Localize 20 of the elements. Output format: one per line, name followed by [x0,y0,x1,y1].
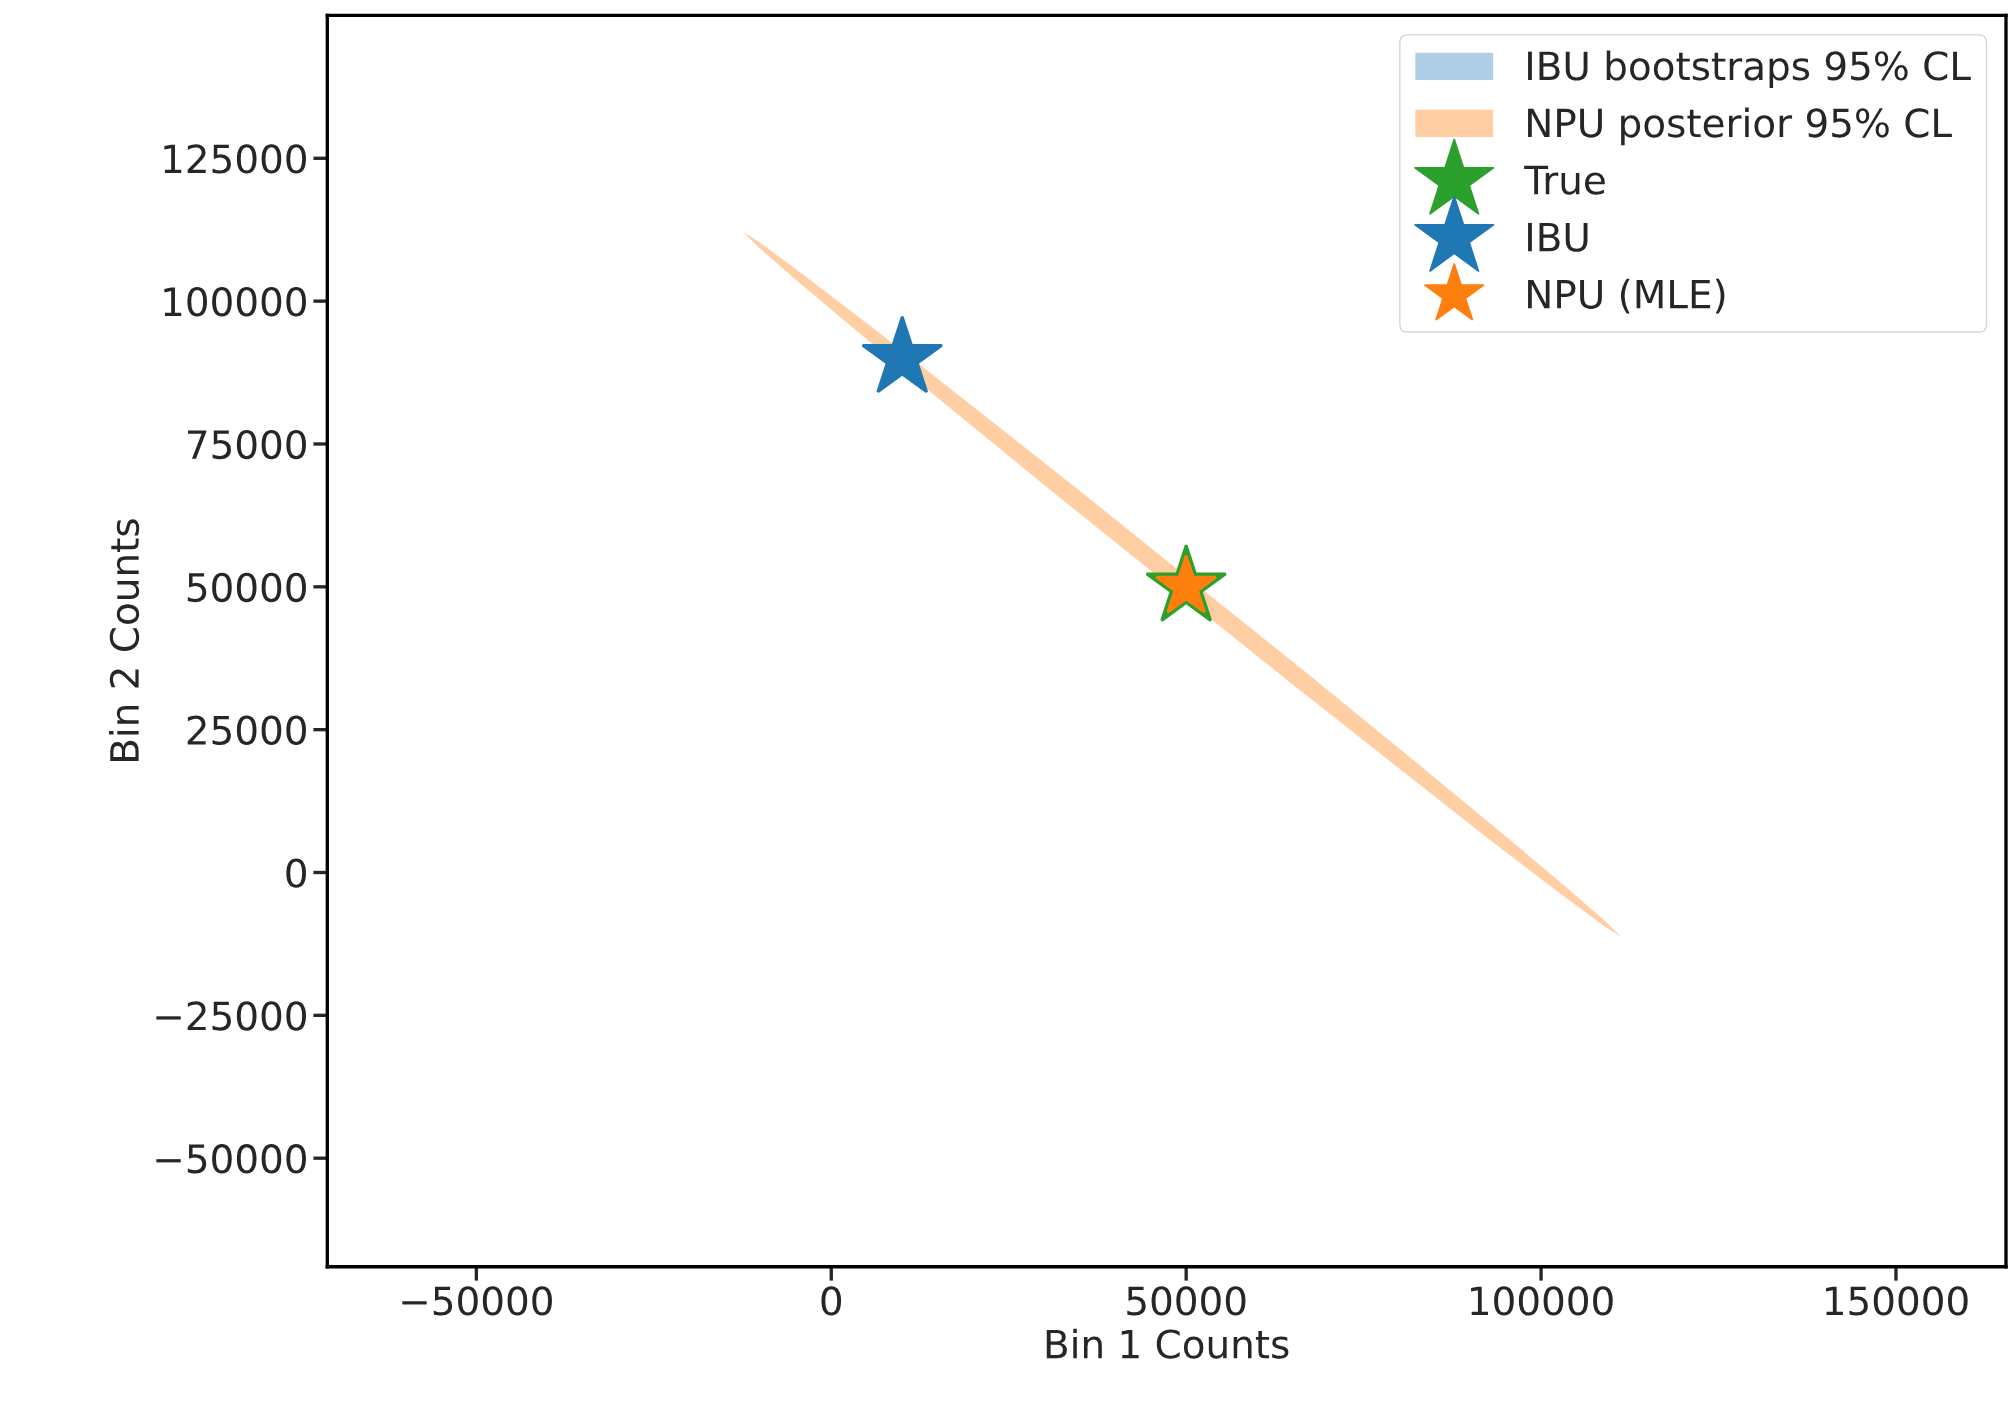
y-axis-title: Bin 2 Counts [109,519,140,761]
legend-label: NPU (MLE) [1528,278,1725,314]
legend-label: IBU [1528,222,1588,252]
y-tick-label: 125000 [164,144,306,174]
x-tick-label: 100000 [1471,1286,1613,1316]
legend-label: True [1524,165,1605,195]
y-tick-label: −25000 [156,1001,306,1031]
legend-label: NPU posterior 95% CL [1528,107,1952,146]
x-axis-title: Bin 1 Counts [1046,1328,1289,1359]
x-tick-label: 0 [821,1286,842,1316]
legend-label: IBU bootstraps 95% CL [1528,50,1971,89]
y-tick-label: −50000 [156,1144,306,1174]
x-tick-label: 150000 [1826,1286,1968,1316]
x-tick-label: −50000 [402,1286,552,1316]
y-tick-label: 25000 [187,715,306,745]
y-tick-label: 50000 [187,572,306,603]
x-tick-label: 50000 [1127,1286,1246,1316]
y-tick-label: 75000 [188,429,306,460]
y-tick-label: 0 [286,858,306,888]
y-tick-label: 100000 [164,287,306,317]
